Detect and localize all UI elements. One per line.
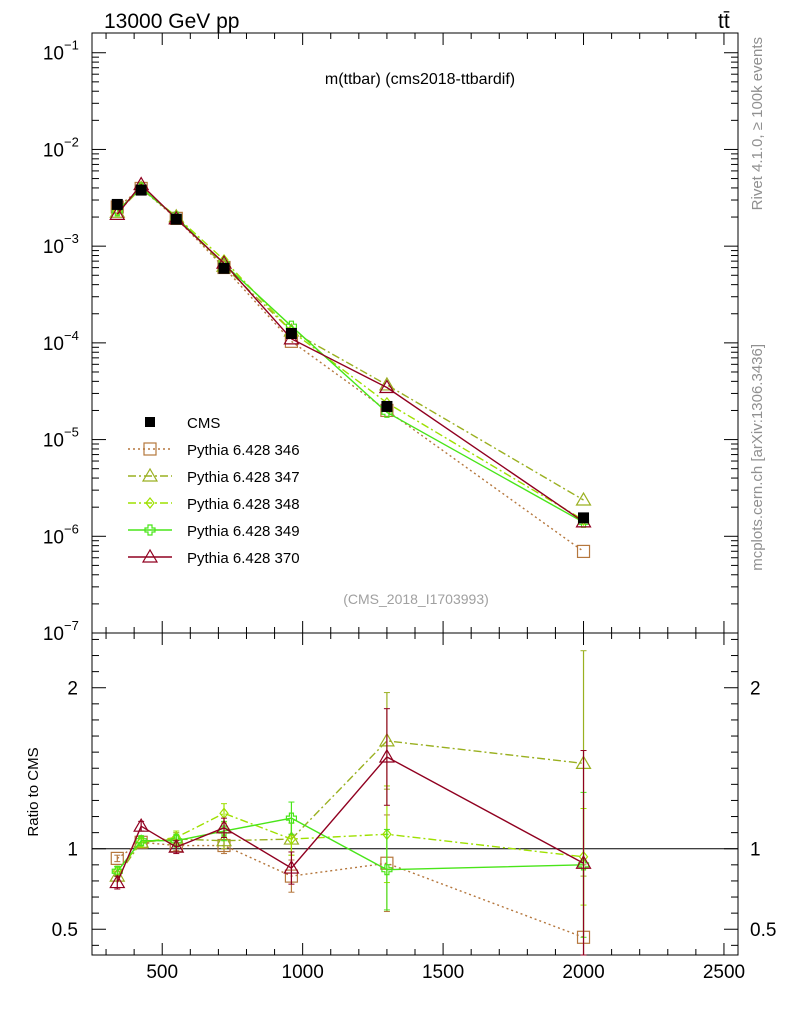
process-label: tt̄ [718, 10, 730, 33]
legend-label: Pythia 6.428 348 [187, 496, 300, 513]
series-marker-ratio [283, 859, 300, 874]
y-tick-exponent: −1 [64, 38, 79, 53]
ratio-tick-label-right: 2 [750, 679, 761, 700]
y-tick-exponent: −7 [64, 618, 79, 633]
ratio-series-group [109, 650, 592, 956]
legend-marker-cms [145, 417, 155, 427]
legend-label-cms: CMS [187, 415, 220, 432]
y-tick-label: 10 [43, 44, 64, 65]
ratio-tick-label-left: 0.5 [52, 920, 78, 941]
legend-marker [145, 497, 155, 509]
y-tick-label: 10 [43, 527, 64, 548]
cms-data-point [381, 400, 393, 412]
ratio-tick-label-right: 1 [750, 840, 761, 861]
series-marker-main [378, 379, 395, 394]
y-tick-label: 10 [43, 334, 64, 355]
y-tick-exponent: −5 [64, 425, 79, 440]
cms-data-point [285, 327, 297, 339]
y-tick-label: 10 [43, 140, 64, 161]
y-tick-label: 10 [43, 237, 64, 258]
legend-marker [141, 548, 159, 563]
x-tick-label: 2000 [562, 962, 604, 983]
legend-marker [143, 442, 157, 456]
ratio-tick-label-left: 1 [67, 840, 78, 861]
y-tick-exponent: −6 [64, 521, 79, 536]
legend-marker [141, 467, 159, 482]
series-marker-ratio [575, 855, 592, 869]
legend-label: Pythia 6.428 349 [187, 523, 300, 540]
series-marker-main [575, 491, 592, 506]
x-tick-label: 1000 [282, 962, 324, 983]
series-marker-ratio [215, 819, 233, 834]
ratio-tick-label-right: 0.5 [750, 920, 776, 941]
legend-label: Pythia 6.428 346 [187, 442, 300, 459]
series-marker-ratio [135, 835, 147, 847]
series-marker-ratio [381, 864, 393, 876]
cms-data-point [111, 198, 123, 210]
series-marker-ratio [133, 818, 150, 832]
series-line-ratio [116, 740, 584, 877]
main-series-group [109, 176, 592, 559]
series-marker-ratio [378, 748, 395, 763]
x-tick-label: 500 [146, 962, 178, 983]
cms-data-point [135, 184, 147, 196]
y-tick-exponent: −3 [64, 231, 79, 246]
cms-data-point [578, 512, 590, 524]
series-marker-ratio [215, 832, 233, 847]
cms-data-point [218, 262, 230, 274]
analysis-id: (CMS_2018_I1703993) [343, 591, 489, 607]
x-tick-label: 2500 [703, 962, 745, 983]
y-tick-label: 10 [43, 624, 64, 645]
cms-data-point [170, 213, 182, 225]
series-marker-ratio [286, 833, 297, 846]
y-tick-exponent: −4 [64, 328, 79, 343]
ratio-panel-frame [91, 632, 739, 956]
y-tick-label: 10 [43, 431, 64, 452]
series-marker-ratio [109, 874, 126, 889]
legend-marker [144, 524, 156, 536]
series-marker-ratio [285, 812, 298, 824]
legend: CMS Pythia 6.428 346 Pythia 6.428 347 Pythi… [128, 415, 300, 567]
chart-title: m(ttbar) (cms2018-ttbardif) [325, 71, 515, 88]
series-marker-main [378, 376, 395, 391]
legend-label: Pythia 6.428 347 [187, 469, 300, 486]
series-marker-main [109, 206, 126, 220]
rivet-version-label: Rivet 4.1.0, ≥ 100k events [749, 37, 766, 210]
ratio-y-label: Ratio to CMS [25, 747, 42, 836]
x-tick-label: 1500 [422, 962, 464, 983]
y-tick-exponent: −2 [64, 134, 79, 149]
ratio-tick-label-left: 2 [67, 679, 78, 700]
main-panel-frame [91, 32, 739, 634]
series-line-ratio [116, 841, 584, 938]
series-marker-main [576, 544, 591, 559]
legend-label: Pythia 6.428 370 [187, 550, 300, 567]
mcplots-label: mcplots.cern.ch [arXiv:1306.3436] [749, 344, 766, 571]
series-marker-ratio [168, 838, 185, 853]
series-marker-ratio [111, 865, 123, 877]
series-marker-ratio [110, 851, 124, 866]
series-line-ratio [116, 756, 584, 883]
energy-label: 13000 GeV pp [104, 10, 239, 33]
